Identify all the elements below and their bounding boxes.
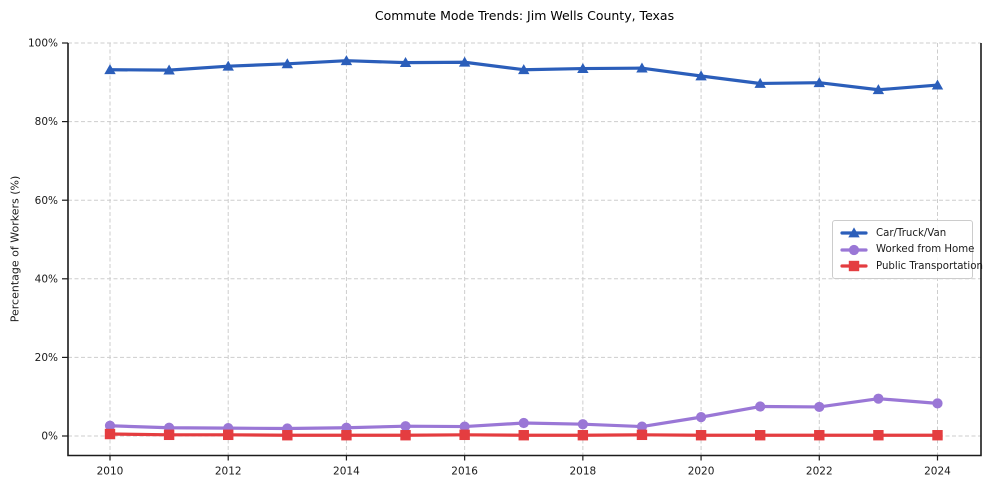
legend-item-worked-from-home: Worked from Home bbox=[840, 244, 974, 256]
y-tick-label: 80% bbox=[35, 116, 58, 128]
legend: Car/Truck/Van Worked from Home Public Tr… bbox=[832, 220, 983, 279]
x-tick-label: 2020 bbox=[688, 466, 715, 478]
x-tick-label: 2014 bbox=[333, 466, 360, 478]
legend-line-triangle-icon bbox=[840, 227, 868, 238]
legend-item-public-transportation: Public Transportation bbox=[840, 260, 983, 272]
legend-label: Worked from Home bbox=[876, 244, 975, 255]
x-tick-label: 2022 bbox=[806, 466, 833, 478]
chart-title: Commute Mode Trends: Jim Wells County, T… bbox=[374, 8, 675, 23]
y-tick-label: 40% bbox=[35, 273, 58, 285]
legend-line-circle-icon bbox=[840, 244, 868, 255]
x-tick-label: 2016 bbox=[451, 466, 478, 478]
legend-line-square-icon bbox=[840, 260, 868, 272]
series-public-transportation bbox=[104, 428, 943, 441]
y-tick-label: 0% bbox=[41, 431, 58, 443]
series-worked-from-home bbox=[104, 393, 943, 434]
legend-label: Car/Truck/Van bbox=[876, 227, 947, 239]
y-tick-label: 60% bbox=[35, 195, 58, 207]
legend-item-car-truck-van: Car/Truck/Van bbox=[840, 227, 965, 239]
series-car-truck-van bbox=[104, 55, 944, 95]
x-tick-label: 2024 bbox=[924, 466, 951, 478]
y-tick-label: 20% bbox=[35, 352, 58, 364]
x-tick-label: 2018 bbox=[569, 466, 596, 478]
legend-label: Public Transportation bbox=[876, 260, 983, 272]
x-tick-label: 2012 bbox=[215, 466, 242, 478]
y-tick-label: 100% bbox=[28, 38, 58, 50]
x-tick-label: 2010 bbox=[97, 466, 124, 478]
